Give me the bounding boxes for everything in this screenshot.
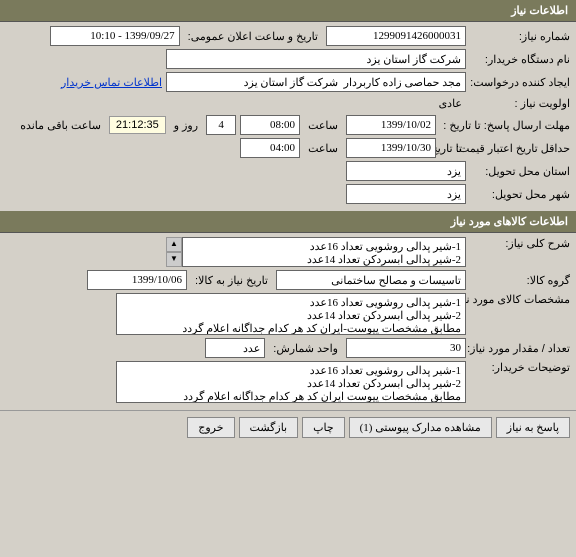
remaining-label: ساعت باقی مانده [16,119,105,132]
requester-label: ایجاد کننده درخواست: [470,76,570,89]
button-bar: پاسخ به نیاز مشاهده مدارک پیوستی (1) چاپ… [0,410,576,444]
unit-input[interactable] [205,338,265,358]
qty-label: تعداد / مقدار مورد نیاز: [470,342,570,355]
validity-date-input[interactable] [346,138,436,158]
deadline-label: مهلت ارسال پاسخ: تا تاریخ : [440,119,570,132]
goods-form: شرح کلی نیاز: ▲ ▼ گروه کالا: تاریخ نیاز … [0,233,576,410]
group-input[interactable] [276,270,466,290]
city-label: شهر محل تحویل: [470,188,570,201]
desc-textarea[interactable] [182,237,466,267]
days-label: روز و [170,119,202,132]
spec-textarea[interactable] [116,293,466,335]
buyer-notes-textarea[interactable] [116,361,466,403]
scroll-up-icon[interactable]: ▲ [166,237,182,252]
buyer-org-input[interactable] [166,49,466,69]
announce-date-input[interactable] [50,26,180,46]
deadline-time-label: ساعت [304,119,342,132]
validity-to-label: تا تاریخ : [440,142,466,155]
deadline-time-input[interactable] [240,115,300,135]
priority-value: عادی [435,95,466,112]
desc-label: شرح کلی نیاز: [470,237,570,250]
validity-time-input[interactable] [240,138,300,158]
priority-label: اولویت نیاز : [470,97,570,110]
contact-link[interactable]: اطلاعات تماس خریدار [61,76,162,89]
buyer-notes-label: توضیحات خریدار: [470,361,570,374]
goods-date-input[interactable] [87,270,187,290]
respond-button[interactable]: پاسخ به نیاز [496,417,570,438]
spec-label: مشخصات کالای مورد نیاز: [470,293,570,306]
group-label: گروه کالا: [470,274,570,287]
print-button[interactable]: چاپ [302,417,345,438]
requester-input[interactable] [166,72,466,92]
back-button[interactable]: بازگشت [239,417,299,438]
goods-date-label: تاریخ نیاز به کالا: [191,274,272,287]
validity-label: حداقل تاریخ اعتبار قیمت: [470,142,570,155]
buyer-org-label: نام دستگاه خریدار: [470,53,570,66]
scroll-down-icon[interactable]: ▼ [166,252,182,267]
city-input[interactable] [346,184,466,204]
province-input[interactable] [346,161,466,181]
deadline-date-input[interactable] [346,115,436,135]
qty-input[interactable] [346,338,466,358]
days-remaining-input[interactable] [206,115,236,135]
attachments-button[interactable]: مشاهده مدارک پیوستی (1) [349,417,492,438]
time-remaining: 21:12:35 [109,116,166,134]
number-input[interactable] [326,26,466,46]
info-form: شماره نیاز: تاریخ و ساعت اعلان عمومی: نا… [0,22,576,211]
section-info-header: اطلاعات نیاز [0,0,576,22]
validity-time-label: ساعت [304,142,342,155]
province-label: استان محل تحویل: [470,165,570,178]
number-label: شماره نیاز: [470,30,570,43]
exit-button[interactable]: خروج [187,417,234,438]
unit-label: واحد شمارش: [269,342,342,355]
announce-date-label: تاریخ و ساعت اعلان عمومی: [184,30,322,43]
section-goods-header: اطلاعات کالاهای مورد نیاز [0,211,576,233]
